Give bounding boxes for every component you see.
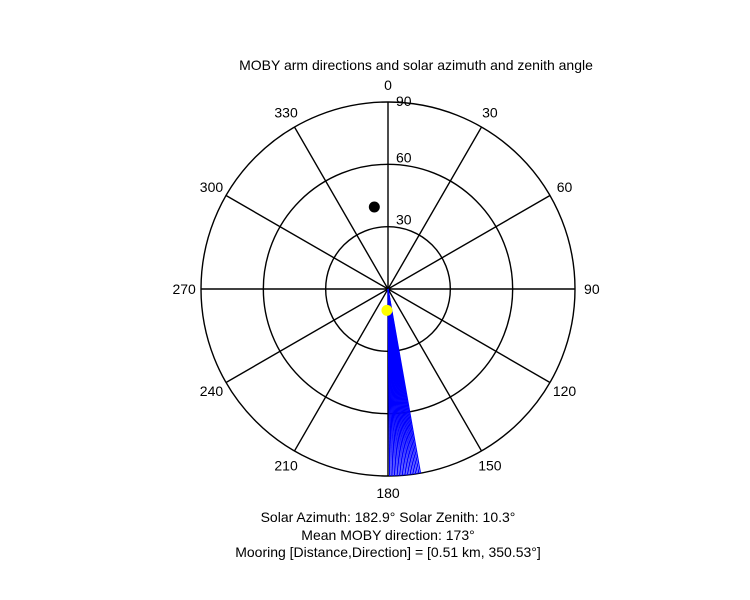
angle-tick-label-330: 330 <box>274 104 298 120</box>
angle-tick-label-0: 0 <box>384 77 392 93</box>
sun-marker <box>381 304 393 316</box>
angle-tick-label-210: 210 <box>274 458 298 474</box>
angle-tick-label-180: 180 <box>376 485 400 501</box>
radial-tick-label-60: 60 <box>396 149 412 165</box>
angle-tick-labels: 0 30 60 90 120 150 180 210 240 270 300 330 <box>172 77 599 501</box>
angle-tick-label-270: 270 <box>172 281 196 297</box>
radial-tick-label-90: 90 <box>396 93 412 109</box>
angle-tick-label-120: 120 <box>553 383 577 399</box>
angle-tick-label-90: 90 <box>584 281 600 297</box>
angle-tick-label-150: 150 <box>478 458 502 474</box>
moby-arm-direction-lines <box>387 288 422 476</box>
angle-tick-label-60: 60 <box>557 179 573 195</box>
angle-tick-label-300: 300 <box>200 179 224 195</box>
chart-title: MOBY arm directions and solar azimuth an… <box>239 57 593 73</box>
angle-tick-label-240: 240 <box>200 383 224 399</box>
arm-direction-line-19 <box>387 288 391 476</box>
radial-tick-labels: 30 60 90 <box>396 93 412 228</box>
solar-caption: Solar Azimuth: 182.9° Solar Zenith: 10.3… <box>260 509 516 525</box>
markers <box>368 201 393 316</box>
mooring-caption: Mooring [Distance,Direction] = [0.51 km,… <box>235 544 541 560</box>
moby-direction-caption: Mean MOBY direction: 173° <box>301 527 475 543</box>
angle-tick-label-30: 30 <box>482 104 498 120</box>
radial-tick-label-30: 30 <box>396 212 412 228</box>
mooring-marker <box>368 201 380 213</box>
